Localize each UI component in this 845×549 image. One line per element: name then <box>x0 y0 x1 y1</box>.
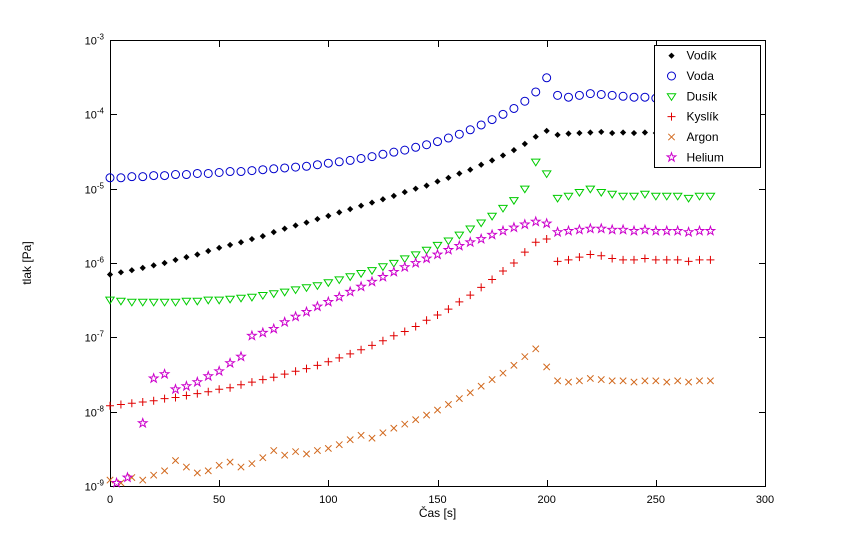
legend-label: Helium <box>687 150 724 164</box>
series-kyslik <box>106 235 715 410</box>
legend-item-argon: Argon <box>667 130 719 144</box>
legend-label: Vodík <box>687 49 718 63</box>
y-axis-tick-labels: 10-9 10-8 10-7 10-6 10-5 10-4 10-3 <box>85 33 105 494</box>
y-tick-label: 10-7 <box>85 330 105 345</box>
legend-label: Kyslík <box>687 110 720 124</box>
x-tick-label: 50 <box>213 494 225 506</box>
x-axis-tick-labels: 0 50 100 150 200 250 300 <box>107 494 774 506</box>
legend-box <box>654 45 761 168</box>
x-tick-label: 200 <box>537 494 555 506</box>
series-dusik <box>104 158 716 307</box>
legend-item-voda: Voda <box>667 69 715 83</box>
x-tick-label: 300 <box>756 494 774 506</box>
series-argon <box>106 345 714 487</box>
legend: Vodík Voda Dusík Kyslík Argon Helium <box>654 45 761 168</box>
y-tick-label: 10-4 <box>85 107 105 122</box>
x-tick-label: 100 <box>319 494 337 506</box>
legend-item-dusik: Dusík <box>666 89 719 103</box>
x-axis-label: Čas [s] <box>418 506 457 520</box>
legend-item-helium: Helium <box>665 150 724 164</box>
x-tick-label: 0 <box>107 494 113 506</box>
y-tick-label: 10-9 <box>85 479 105 494</box>
series-helium <box>110 215 717 488</box>
y-axis-label: tlak [Pa] <box>20 241 34 285</box>
legend-item-vodik: Vodík <box>668 49 718 63</box>
series-voda <box>105 73 704 183</box>
y-tick-label: 10-3 <box>85 33 105 48</box>
legend-item-kyslik: Kyslík <box>667 110 720 124</box>
x-tick-label: 250 <box>647 494 665 506</box>
x-tick-label: 150 <box>428 494 446 506</box>
legend-label: Voda <box>687 69 715 83</box>
y-tick-label: 10-6 <box>85 256 105 271</box>
y-tick-label: 10-8 <box>85 405 105 420</box>
legend-label: Dusík <box>687 89 719 103</box>
y-tick-label: 10-5 <box>85 182 105 197</box>
legend-label: Argon <box>687 130 719 144</box>
